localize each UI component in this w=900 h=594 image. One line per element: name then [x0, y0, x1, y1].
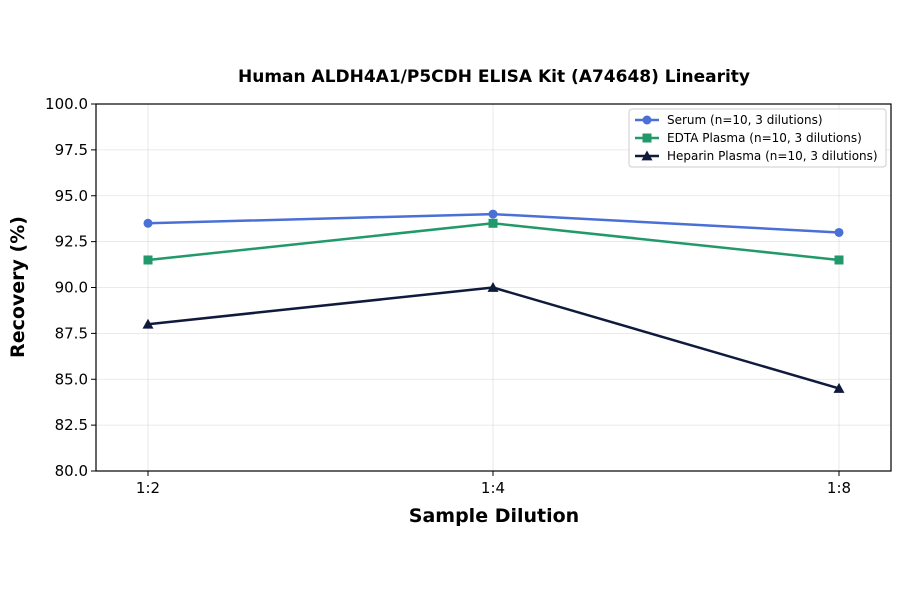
data-point [833, 382, 845, 393]
y-tick-label: 95.0 [55, 187, 88, 205]
legend-entry: EDTA Plasma (n=10, 3 dilutions) [635, 131, 862, 145]
series-0 [143, 209, 844, 237]
y-tick-label: 90.0 [55, 279, 88, 297]
data-point [143, 255, 153, 265]
x-axis-label: Sample Dilution [409, 505, 579, 527]
data-point [143, 218, 153, 228]
y-tick-label: 100.0 [45, 95, 88, 113]
series-1 [143, 218, 844, 265]
y-tick-label: 92.5 [55, 233, 88, 251]
y-axis-label: Recovery (%) [7, 216, 29, 358]
legend-label: EDTA Plasma (n=10, 3 dilutions) [667, 131, 862, 145]
y-tick-label: 80.0 [55, 462, 88, 480]
series-2 [142, 282, 845, 393]
legend-entry: Serum (n=10, 3 dilutions) [635, 113, 823, 127]
legend: Serum (n=10, 3 dilutions) EDTA Plasma (n=… [628, 108, 887, 168]
axis-ticks: 80.0 82.5 85.0 87.5 90.0 92.5 95.0 97.5 100.0 1:2… [45, 95, 851, 497]
chart-title: Human ALDH4A1/P5CDH ELISA Kit (A74648) L… [238, 67, 750, 87]
data-point [487, 282, 499, 292]
data-point [834, 255, 844, 265]
legend-marker [642, 115, 652, 125]
legend-label: Heparin Plasma (n=10, 3 dilutions) [667, 149, 878, 163]
legend-marker [641, 150, 653, 161]
x-tick-label: 1:4 [481, 479, 505, 497]
y-tick-label: 97.5 [55, 141, 88, 159]
data-point [488, 209, 498, 219]
y-tick-label: 87.5 [55, 324, 88, 342]
legend-label: Serum (n=10, 3 dilutions) [667, 113, 823, 127]
legend-entry: Heparin Plasma (n=10, 3 dilutions) [635, 149, 878, 163]
plot-series [142, 209, 845, 393]
data-point [142, 318, 154, 329]
data-point [488, 218, 498, 228]
series-line [147, 286, 840, 390]
x-tick-label: 1:2 [136, 479, 160, 497]
legend-box [628, 108, 887, 168]
y-tick-label: 82.5 [55, 416, 88, 434]
data-point [834, 227, 844, 237]
legend-marker [642, 133, 652, 143]
x-tick-label: 1:8 [827, 479, 851, 497]
y-tick-label: 85.0 [55, 370, 88, 388]
